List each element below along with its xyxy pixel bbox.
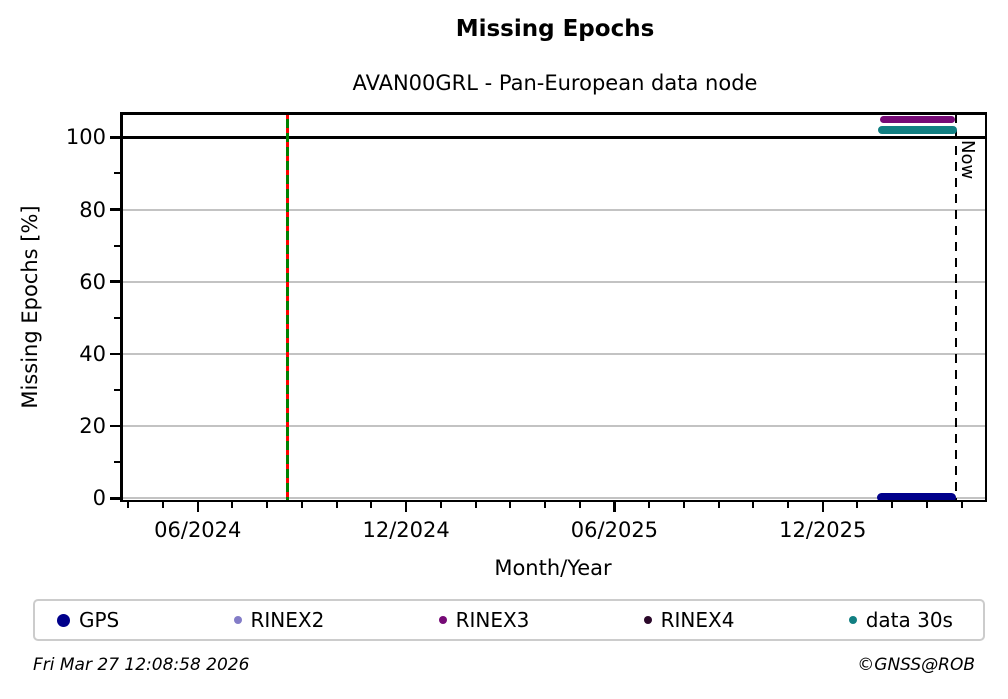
x-tick-minor bbox=[231, 502, 234, 508]
x-tick-minor bbox=[370, 502, 373, 508]
chart-title: Missing Epochs bbox=[455, 16, 655, 42]
x-tick-minor bbox=[856, 502, 859, 508]
legend-item-gps: GPS bbox=[57, 608, 119, 632]
y-gridline bbox=[120, 497, 987, 500]
y-tick-label: 20 bbox=[79, 414, 106, 439]
y-tick-minor bbox=[114, 461, 120, 464]
series-segment-rinex3 bbox=[880, 115, 956, 123]
x-tick-label: 06/2024 bbox=[154, 518, 242, 542]
legend-label: RINEX2 bbox=[250, 608, 325, 632]
x-tick-minor bbox=[509, 502, 512, 508]
x-tick-minor bbox=[752, 502, 755, 508]
hline-100-percent bbox=[120, 136, 987, 139]
x-tick-minor bbox=[543, 502, 546, 508]
y-axis-label: Missing Epochs [%] bbox=[18, 205, 42, 409]
x-tick-label: 06/2025 bbox=[570, 518, 659, 542]
x-tick-major bbox=[196, 502, 200, 512]
legend-item-rinex3: RINEX3 bbox=[438, 608, 530, 632]
credit: ©GNSS@ROB bbox=[857, 655, 975, 675]
frame-right bbox=[984, 112, 987, 502]
x-tick-major bbox=[613, 502, 616, 512]
x-tick-major bbox=[404, 502, 408, 512]
y-tick-major bbox=[110, 497, 120, 500]
x-tick-minor bbox=[162, 502, 165, 508]
y-tick-minor bbox=[114, 244, 120, 247]
x-tick-minor bbox=[335, 502, 338, 508]
legend-item-rinex2: RINEX2 bbox=[233, 608, 325, 632]
legend-item-data-30s: data 30s bbox=[848, 608, 953, 632]
x-tick-label: 12/2025 bbox=[779, 518, 867, 542]
x-tick-minor bbox=[300, 502, 303, 508]
legend-label: RINEX4 bbox=[660, 608, 735, 632]
legend-dot-gps-icon bbox=[57, 613, 70, 627]
legend-item-rinex4: RINEX4 bbox=[643, 608, 735, 632]
legend-dot-rinex2-icon bbox=[233, 616, 242, 624]
frame-bottom bbox=[120, 499, 987, 502]
y-gridline bbox=[120, 208, 987, 211]
x-tick-minor bbox=[925, 502, 928, 508]
y-tick-label: 0 bbox=[92, 486, 106, 511]
now-label: Now bbox=[957, 140, 979, 180]
x-tick-minor bbox=[474, 502, 477, 508]
y-tick-minor bbox=[114, 316, 120, 319]
y-gridline bbox=[120, 425, 987, 428]
series-segment-data-30s bbox=[877, 126, 957, 135]
y-tick-label: 100 bbox=[65, 125, 106, 150]
x-tick-minor bbox=[648, 502, 651, 508]
y-tick-minor bbox=[114, 389, 120, 392]
y-tick-label: 60 bbox=[79, 269, 106, 294]
legend-dot-data-30s-icon bbox=[848, 616, 857, 624]
event-line-red-dashes bbox=[286, 114, 289, 500]
x-tick-label: 12/2024 bbox=[362, 518, 450, 542]
x-tick-minor bbox=[787, 502, 790, 508]
series-segment-gps bbox=[877, 492, 957, 502]
legend: GPS RINEX2 RINEX3 RINEX4 data 30s bbox=[33, 599, 985, 641]
legend-dot-rinex4-icon bbox=[643, 616, 652, 624]
frame-left bbox=[120, 112, 123, 502]
plot-area: 0 20 40 60 80 100 06/2024 12/2024 06/2025 12/2025… bbox=[66, 112, 987, 542]
y-tick-major bbox=[110, 424, 120, 428]
x-tick-minor bbox=[717, 502, 720, 508]
x-tick-minor bbox=[127, 502, 130, 508]
y-gridline bbox=[120, 280, 987, 283]
chart-subtitle: AVAN00GRL - Pan-European data node bbox=[352, 71, 758, 95]
x-tick-minor bbox=[266, 502, 269, 508]
x-tick-minor bbox=[891, 502, 894, 508]
y-tick-label: 80 bbox=[79, 197, 106, 222]
x-tick-minor bbox=[439, 502, 442, 508]
y-tick-major bbox=[110, 352, 120, 356]
y-tick-major bbox=[110, 280, 120, 283]
y-tick-minor bbox=[114, 172, 120, 175]
x-axis-label: Month/Year bbox=[494, 556, 612, 580]
frame-top bbox=[120, 112, 987, 115]
x-tick-minor bbox=[578, 502, 581, 508]
legend-dot-rinex3-icon bbox=[438, 616, 447, 624]
x-tick-minor bbox=[682, 502, 685, 508]
legend-label: data 30s bbox=[865, 608, 953, 632]
y-gridline bbox=[120, 352, 987, 355]
x-tick-minor bbox=[960, 502, 963, 508]
y-tick-major bbox=[110, 208, 120, 211]
x-tick-major bbox=[821, 502, 825, 512]
legend-label: GPS bbox=[79, 608, 120, 632]
y-tick-major bbox=[110, 136, 120, 139]
legend-label: RINEX3 bbox=[455, 608, 530, 632]
y-tick-label: 40 bbox=[79, 341, 106, 366]
now-line bbox=[954, 114, 958, 500]
timestamp: Fri Mar 27 12:08:58 2026 bbox=[33, 655, 250, 675]
